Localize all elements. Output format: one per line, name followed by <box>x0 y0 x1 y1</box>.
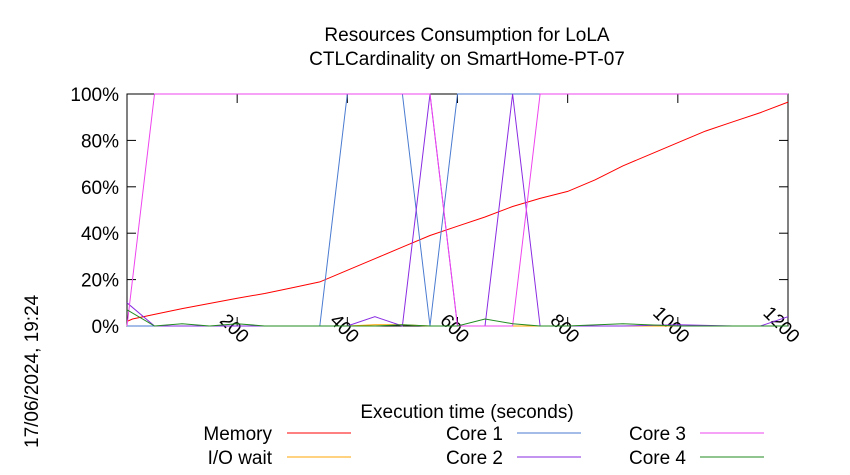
series-layer <box>126 93 789 327</box>
series-core-4-line <box>126 309 788 327</box>
legend-label-core-2: Core 2 <box>446 448 503 469</box>
legend: Memory I/O wait Core 1 Core 2 Core 3 Core 4 <box>203 424 764 469</box>
legend-label-core-3: Core 3 <box>629 424 686 445</box>
y-tick-label: 80% <box>81 131 119 152</box>
series-memory-line <box>126 101 789 322</box>
plot-frame <box>126 93 789 327</box>
series-core-1-line <box>127 93 788 327</box>
series-core-2-line <box>126 93 789 327</box>
chart-subtitle: CTLCardinality on SmartHome-PT-07 <box>309 49 625 70</box>
y-tick-label: 20% <box>81 271 119 292</box>
x-tick-label: 400 <box>325 310 362 347</box>
y-tick-label: 40% <box>81 224 119 245</box>
x-tick-label: 600 <box>436 310 473 347</box>
series-core-3-line <box>126 93 788 327</box>
x-axis-label: Execution time (seconds) <box>360 402 573 423</box>
y-tick-label: 0% <box>92 317 120 338</box>
chart-title: Resources Consumption for LoLA <box>324 25 609 46</box>
y-axis: 0% 20% 40% 60% 80% 100% <box>70 85 788 338</box>
legend-label-core-1: Core 1 <box>446 424 503 445</box>
x-tick-label: 200 <box>215 310 252 347</box>
x-axis: 200 400 600 800 1000 1200 <box>215 94 803 348</box>
legend-label-i-o-wait: I/O wait <box>208 448 273 469</box>
y-tick-label: 60% <box>81 178 119 199</box>
legend-label-core-4: Core 4 <box>629 448 686 469</box>
legend-label-memory: Memory <box>203 424 272 445</box>
timestamp: 17/06/2024, 19:24 <box>22 294 43 448</box>
x-tick-label: 1200 <box>759 303 804 348</box>
y-tick-label: 100% <box>70 85 119 106</box>
x-tick-label: 800 <box>546 310 583 347</box>
